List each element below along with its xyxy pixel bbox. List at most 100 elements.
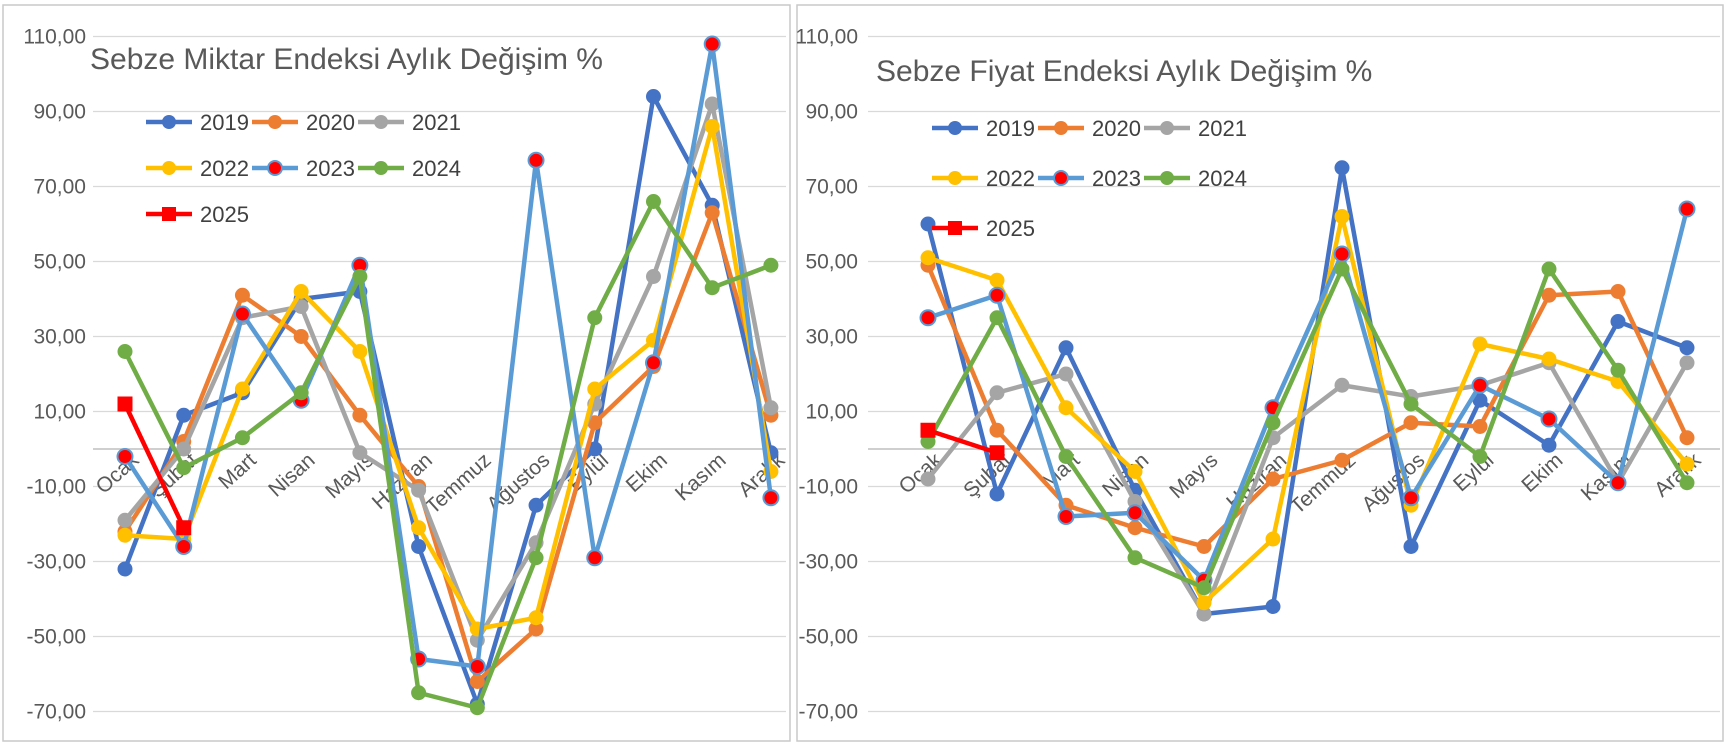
series-2021-marker [176, 441, 192, 457]
series-2023-marker [1057, 508, 1075, 525]
y-axis-label: -50,00 [798, 626, 858, 649]
series-2024-marker [1196, 580, 1212, 596]
legend-item-2022: 2022 [146, 156, 249, 181]
series-2021-marker [352, 445, 368, 461]
series-2019-marker [176, 407, 192, 423]
series-2023-marker [527, 151, 545, 169]
series-2021-line [122, 101, 774, 643]
series-2022-marker [1058, 400, 1074, 416]
series-2023-marker [1402, 489, 1420, 507]
legend-label-2022: 2022 [200, 156, 249, 181]
series-2022-marker [528, 610, 544, 626]
y-axis-label: -70,00 [26, 701, 86, 724]
legend-label-2023: 2023 [1092, 166, 1141, 191]
legend-marker-2025 [948, 221, 962, 235]
y-axis-label: 70,00 [33, 176, 86, 199]
series-2023-marker [1126, 504, 1144, 522]
series-2022-marker [352, 344, 368, 359]
legend-marker-2024 [374, 161, 388, 175]
chart-panel [2, 4, 791, 742]
series-2020-marker [1265, 471, 1281, 487]
series-2019-marker [1058, 340, 1074, 356]
series-2023-marker [703, 35, 721, 53]
series-2025-line [122, 401, 186, 530]
series-2022-marker [1196, 595, 1212, 611]
series-2022-marker [989, 272, 1005, 288]
y-axis-label: -70,00 [798, 701, 858, 724]
series-2025-marker [117, 396, 133, 412]
series-2022-marker [1541, 351, 1557, 367]
legend-marker-2020 [268, 115, 282, 129]
chart-title-quantity: Sebze Miktar Endeksi Aylık Değişim % [90, 43, 603, 76]
series-2020-marker [704, 205, 720, 221]
series-2024-marker [1541, 261, 1557, 277]
y-axis-label: -10,00 [26, 476, 86, 499]
legend-item-2025: 2025 [932, 216, 1035, 241]
series-2022-marker [411, 520, 427, 536]
series-2023-marker [175, 538, 193, 555]
series-2024-marker [1472, 449, 1488, 464]
series-2021-marker [1196, 606, 1212, 622]
series-2024-marker [1679, 475, 1695, 491]
chart-title-price: Sebze Fiyat Endeksi Aylık Değişim % [876, 55, 1372, 88]
series-2022-marker [704, 119, 720, 134]
series-2023-marker [1471, 376, 1489, 394]
series-2025-marker [176, 520, 192, 536]
legend-label-2025: 2025 [200, 202, 249, 227]
series-2019-marker [1679, 340, 1695, 356]
legend-marker-2021 [1160, 121, 1174, 135]
legend-item-2020: 2020 [252, 110, 355, 135]
legend-item-2023: 2023 [252, 156, 355, 181]
series-2023-marker [1678, 200, 1696, 218]
legend-label-2022: 2022 [986, 166, 1035, 191]
series-2023-marker [1333, 245, 1351, 263]
legend-label-2025: 2025 [986, 216, 1035, 241]
legend-label-2020: 2020 [1092, 116, 1141, 141]
series-2019-marker [989, 486, 1005, 502]
series-2020-marker [293, 329, 309, 344]
series-2024-marker [1265, 415, 1281, 431]
series-2022-marker [920, 250, 936, 266]
series-2024-marker [469, 700, 485, 716]
series-2020-marker [1127, 520, 1143, 536]
y-axis-label: 110,00 [23, 26, 86, 49]
legend-item-2024: 2024 [1144, 166, 1247, 191]
series-2023-line [925, 206, 1690, 583]
legend-label-2024: 2024 [1198, 166, 1247, 191]
y-axis-label: 90,00 [805, 101, 858, 124]
series-2024-marker [645, 194, 661, 209]
series-2019-marker [1610, 314, 1626, 329]
series-2022-line [925, 214, 1690, 605]
series-2021-marker [645, 269, 661, 284]
y-axis-label: 10,00 [805, 401, 858, 424]
series-2021-marker [117, 512, 133, 528]
legend-label-2020: 2020 [306, 110, 355, 135]
series-2019-marker [1265, 599, 1281, 614]
legend-item-2021: 2021 [358, 110, 461, 135]
series-2021-marker [1679, 355, 1695, 371]
series-2024-marker [1127, 550, 1143, 566]
series-2021-marker [293, 299, 309, 314]
legend-marker-2023 [267, 160, 283, 176]
legend-label-2023: 2023 [306, 156, 355, 181]
series-2024-marker [763, 257, 779, 273]
series-2024-marker [1610, 362, 1626, 378]
series-2022-marker [117, 527, 133, 543]
series-2023-marker [468, 658, 486, 675]
series-2019-marker [645, 89, 661, 104]
legend-item-2024: 2024 [358, 156, 461, 181]
legend-item-2019: 2019 [932, 116, 1035, 141]
series-2021-marker [920, 471, 936, 487]
series-2023-marker [1540, 410, 1558, 428]
series-2020-marker [1679, 430, 1695, 446]
series-2024-marker [411, 685, 427, 701]
series-2021-marker [763, 400, 779, 416]
legend-marker-2022 [162, 161, 176, 175]
series-2019-marker [920, 216, 936, 232]
y-axis-label: 10,00 [33, 401, 86, 424]
series-2021-marker [989, 385, 1005, 401]
series-2020-marker [1541, 287, 1557, 303]
chart-quantity-index: 110,00 90,00 70,00 50,00 30,00 10,00 -10,00 -30… [2, 4, 791, 742]
legend-item-2022: 2022 [932, 166, 1035, 191]
